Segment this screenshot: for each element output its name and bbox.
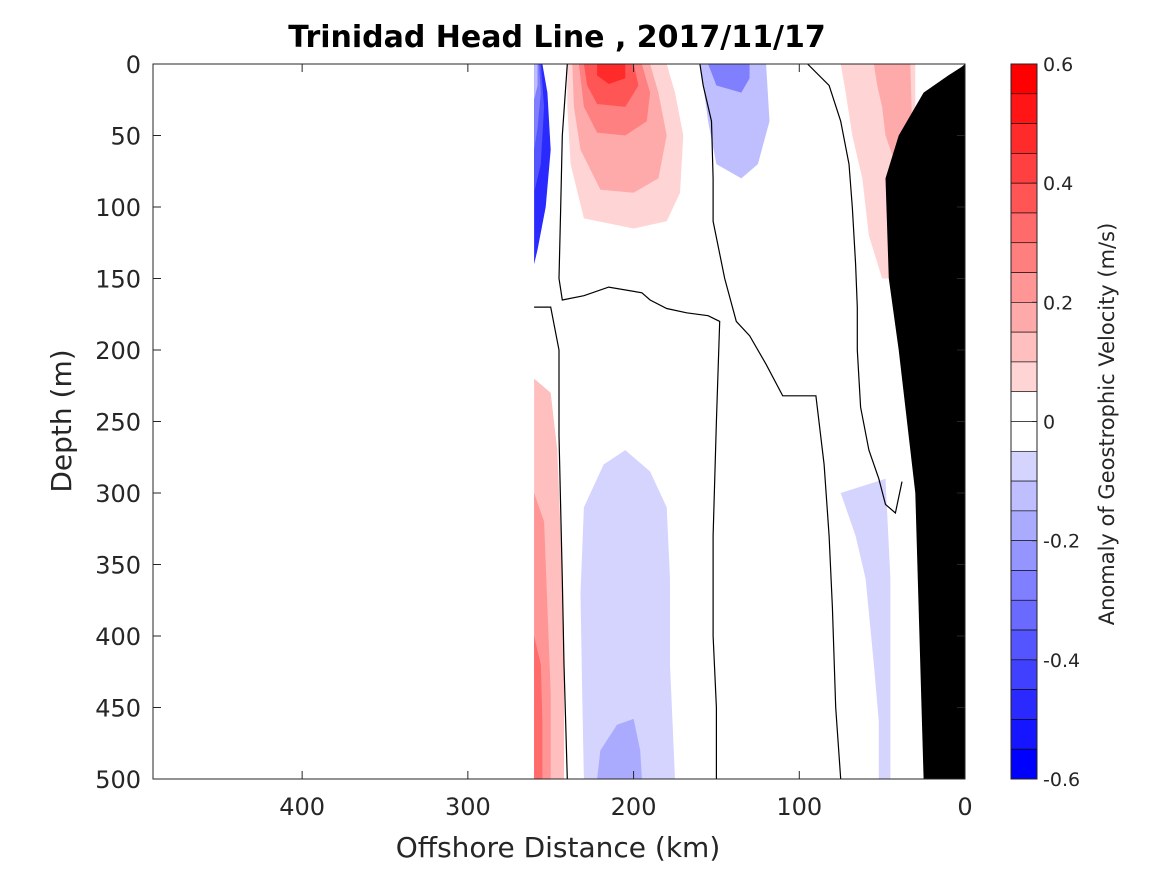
colorbar-band-13 <box>1010 450 1038 482</box>
colorbar-band-22 <box>1010 719 1038 750</box>
zero-contour-layer <box>534 64 931 779</box>
colorbar-label: Anomaly of Geostrophic Velocity (m/s) <box>1095 223 1119 626</box>
colorbar-band-2 <box>1010 123 1038 154</box>
y-tick-label-350: 350 <box>95 552 141 580</box>
colorbar-tick-label--0.2: -0.2 <box>1043 531 1080 553</box>
colorbar-tick-label-0.6: 0.6 <box>1043 54 1073 76</box>
y-tick-label-100: 100 <box>95 194 141 222</box>
colorbar-band-23 <box>1010 748 1038 780</box>
colorbar-band-16 <box>1010 540 1038 571</box>
velocity-region-negative-3 <box>534 64 538 100</box>
colorbar-band-8 <box>1010 302 1038 333</box>
colorbar-band-19 <box>1010 629 1038 661</box>
colorbar-band-10 <box>1010 361 1038 393</box>
y-axis-label: Depth (m) <box>45 349 78 492</box>
colorbar-band-9 <box>1010 331 1038 363</box>
x-tick-label-200: 200 <box>611 793 657 821</box>
colorbar-band-17 <box>1010 570 1038 601</box>
velocity-region-negative-9 <box>699 64 770 179</box>
x-axis-label: Offshore Distance (km) <box>396 831 721 864</box>
zero-contour-line-0 <box>534 306 568 779</box>
velocity-region-positive-15 <box>534 636 543 779</box>
plot-area <box>153 64 965 779</box>
y-tick-label-300: 300 <box>95 480 141 508</box>
y-tick-label-450: 450 <box>95 695 141 723</box>
y-tick-label-0: 0 <box>126 51 141 79</box>
colorbar-band-18 <box>1010 599 1038 631</box>
colorbar-band-3 <box>1010 153 1038 184</box>
y-tick-label-250: 250 <box>95 409 141 437</box>
y-tick-label-150: 150 <box>95 266 141 294</box>
colorbar-band-11 <box>1010 391 1038 422</box>
colorbar-ticks: 0.6 0.4 0.2 0 -0.2 -0.4 -0.6 <box>1032 54 1080 791</box>
colorbar-tick-label--0.4: -0.4 <box>1043 650 1080 672</box>
x-tick-label-400: 400 <box>279 793 325 821</box>
colorbar-band-21 <box>1010 689 1038 720</box>
velocity-region-positive-8 <box>597 64 626 84</box>
colorbar-band-5 <box>1010 212 1038 244</box>
colorbar-band-4 <box>1010 182 1038 214</box>
y-axis: 0 50 100 150 200 250 300 350 400 450 500 <box>95 51 965 794</box>
colorbar-band-6 <box>1010 242 1038 273</box>
x-tick-label-0: 0 <box>957 793 972 821</box>
y-tick-label-400: 400 <box>95 623 141 651</box>
colorbar-band-14 <box>1010 480 1038 512</box>
zero-contour-line-1 <box>558 64 721 779</box>
bathymetry-layer <box>885 64 965 779</box>
colorbar-tick-label--0.6: -0.6 <box>1043 769 1080 791</box>
colorbar <box>1010 63 1038 780</box>
colorbar-band-20 <box>1010 659 1038 690</box>
velocity-region-negative-18 <box>840 478 891 779</box>
velocity-region-negative-10 <box>708 64 750 93</box>
colorbar-band-1 <box>1010 93 1038 124</box>
velocity-region-negative-17 <box>597 718 642 779</box>
x-tick-label-300: 300 <box>445 793 491 821</box>
y-tick-label-200: 200 <box>95 337 141 365</box>
zero-contour-line-2 <box>699 64 842 779</box>
chart-title: Trinidad Head Line , 2017/11/17 <box>288 20 825 55</box>
colorbar-band-7 <box>1010 272 1038 303</box>
colorbar-tick-label-0.4: 0.4 <box>1043 173 1073 195</box>
colorbar-tick-label-0: 0 <box>1043 412 1055 434</box>
velocity-region-layer <box>534 64 916 779</box>
x-tick-label-100: 100 <box>776 793 822 821</box>
bathymetry-shelf <box>885 64 965 779</box>
colorbar-band-0 <box>1010 63 1038 95</box>
velocity-region-negative-16 <box>580 450 675 779</box>
y-tick-label-500: 500 <box>95 766 141 794</box>
x-axis: 400 300 200 100 0 <box>279 64 973 821</box>
colorbar-band-15 <box>1010 510 1038 541</box>
colorbar-band-12 <box>1010 421 1038 452</box>
y-tick-label-50: 50 <box>110 123 141 151</box>
zero-contour-line-3 <box>807 64 903 515</box>
colorbar-tick-label-0.2: 0.2 <box>1043 292 1073 314</box>
